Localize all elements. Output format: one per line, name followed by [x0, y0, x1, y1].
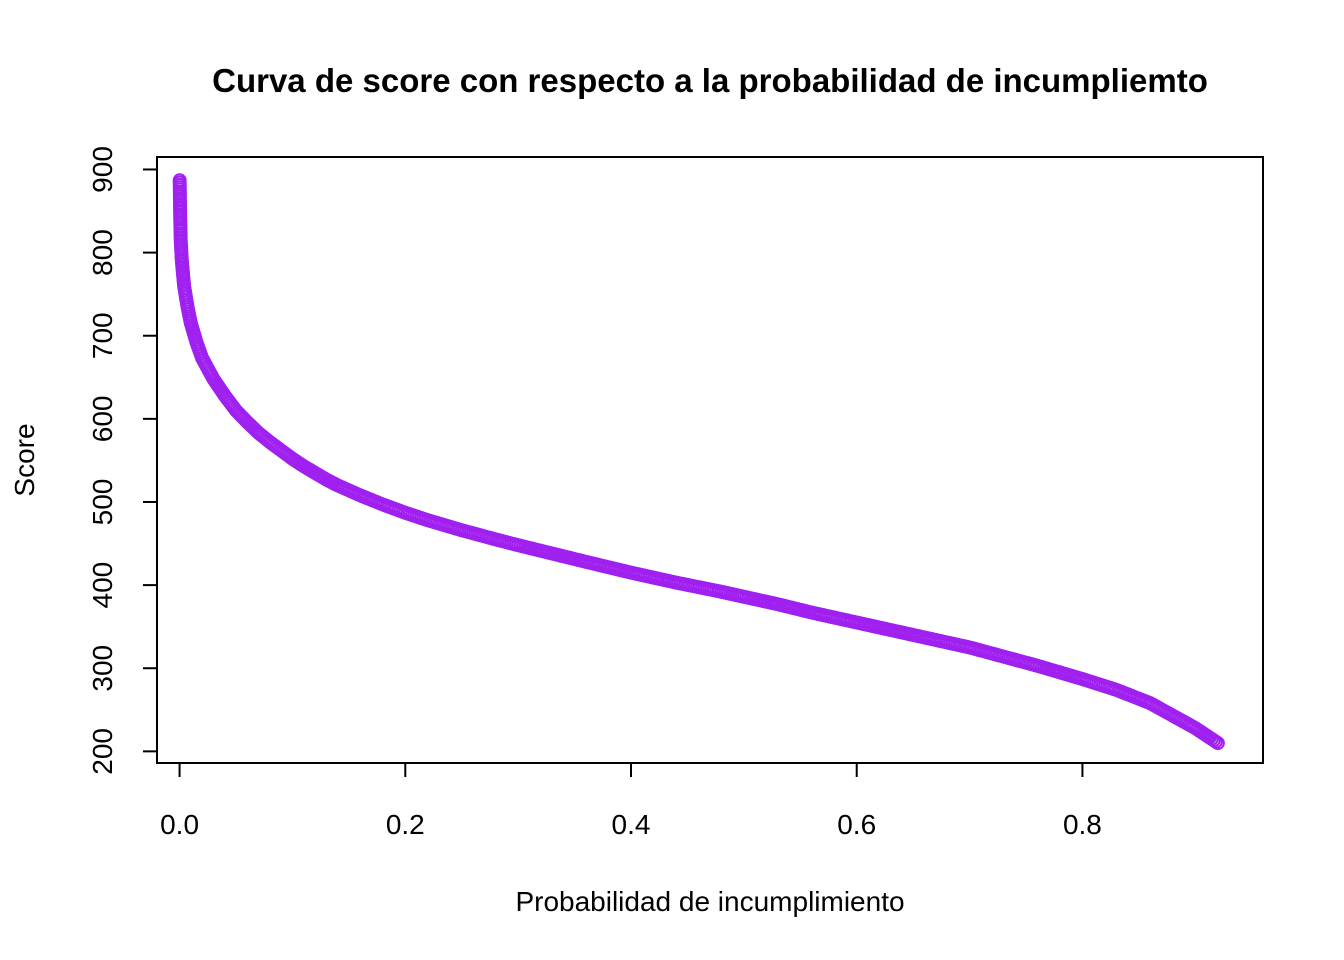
x-axis-label: Probabilidad de incumplimiento: [515, 886, 904, 917]
x-tick-label: 0.4: [612, 809, 651, 840]
x-tick-label: 0.0: [160, 809, 199, 840]
x-tick-label: 0.8: [1063, 809, 1102, 840]
y-tick-label: 300: [87, 645, 118, 692]
y-tick-label: 800: [87, 229, 118, 276]
y-axis-label: Score: [9, 423, 40, 496]
y-tick-label: 700: [87, 312, 118, 359]
y-tick-label: 600: [87, 395, 118, 442]
y-tick-label: 900: [87, 146, 118, 193]
y-tick-label: 400: [87, 562, 118, 609]
y-tick-label: 200: [87, 728, 118, 775]
data-points: [172, 173, 1225, 751]
x-axis: 0.0 0.2 0.4 0.6 0.8: [160, 762, 1102, 840]
y-axis: 200 300 400 500 600 700 800 900: [87, 146, 158, 775]
x-tick-label: 0.2: [386, 809, 425, 840]
data-point: [1210, 736, 1225, 751]
plot-frame: [156, 156, 1264, 764]
x-tick-label: 0.6: [837, 809, 876, 840]
y-tick-label: 500: [87, 479, 118, 526]
chart-title: Curva de score con respecto a la probabi…: [212, 62, 1208, 99]
